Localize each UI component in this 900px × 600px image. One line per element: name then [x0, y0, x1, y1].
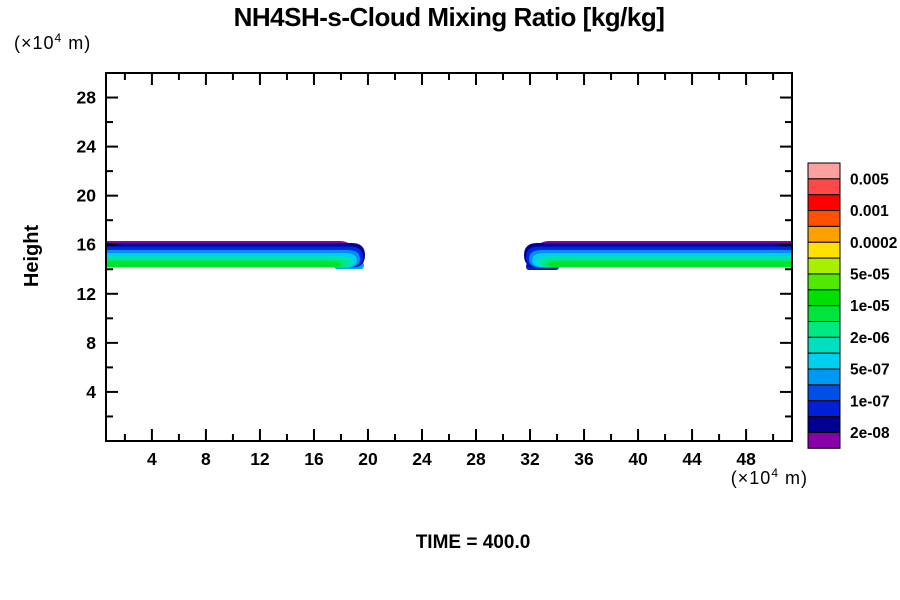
x-tick-label: 40	[628, 449, 648, 469]
x-tick-label: 4	[147, 449, 157, 469]
colorbar-label: 1e-05	[850, 298, 890, 315]
colorbar-swatch	[807, 416, 841, 433]
colorbar-swatch	[807, 352, 841, 370]
contour-layer	[548, 261, 792, 268]
colorbar-swatch	[807, 178, 841, 196]
y-unit-exponent: 4	[54, 31, 63, 45]
colorbar-label: 0.0002	[850, 235, 897, 252]
x-unit-suffix: m)	[779, 468, 808, 488]
colorbar-label: 0.005	[850, 171, 889, 188]
y-tick-label: 28	[77, 88, 97, 108]
x-tick-label: 8	[201, 449, 211, 469]
contour-layer	[106, 261, 341, 268]
colorbar-swatch	[807, 225, 841, 243]
colorbar-label: 2e-06	[850, 330, 890, 347]
y-tick-label: 16	[77, 235, 97, 255]
x-tick-label: 28	[466, 449, 486, 469]
y-axis-unit-label: (×104 m)	[14, 31, 91, 54]
x-tick-label: 12	[250, 449, 270, 469]
x-tick-label: 48	[736, 449, 756, 469]
colorbar-swatch	[807, 194, 841, 212]
colorbar-swatch	[807, 431, 841, 449]
colorbar-label: 1e-07	[850, 393, 890, 410]
x-tick-label: 16	[304, 449, 324, 469]
colorbar-swatch	[807, 241, 841, 259]
y-tick-label: 8	[86, 333, 96, 353]
x-unit-prefix: (×10	[730, 468, 772, 488]
y-tick-labels: 4 8 12 16 20 24 28	[77, 88, 97, 402]
axis-ticks	[106, 73, 792, 441]
colorbar-swatch	[807, 273, 841, 291]
chart-title: NH4SH-s-Cloud Mixing Ratio [kg/kg]	[233, 2, 665, 32]
right-cloud-band	[524, 241, 792, 270]
x-axis-unit-label: (×104 m)	[690, 466, 808, 489]
x-tick-label: 24	[412, 449, 432, 469]
y-unit-suffix: m)	[62, 33, 92, 53]
colorbar-swatch	[807, 305, 841, 322]
colorbar-swatch	[807, 368, 841, 386]
x-tick-label: 20	[358, 449, 378, 469]
x-tick-labels: 4 8 12 16 20 24 28 32 36 40 44 48	[147, 449, 756, 469]
x-tick-label: 36	[574, 449, 594, 469]
colorbar-swatch	[807, 321, 841, 338]
time-annotation: TIME = 400.0	[415, 532, 531, 553]
left-cloud-band	[106, 241, 365, 269]
colorbar-label: 0.001	[850, 203, 889, 220]
colorbar-swatch	[807, 400, 841, 418]
y-tick-label: 12	[77, 284, 97, 304]
colorbar-swatch	[807, 257, 841, 275]
x-unit-exponent: 4	[771, 466, 779, 480]
colorbar-swatch	[807, 384, 841, 402]
y-tick-label: 20	[77, 186, 97, 206]
colorbar-swatch	[807, 210, 841, 227]
colorbar-swatch	[807, 336, 841, 354]
colorbar: 0.005 0.001 0.0002 5e-05 1e-05 2e-06 5e-07 1e-0…	[807, 162, 897, 449]
colorbar-label: 2e-08	[850, 425, 890, 442]
colorbar-label: 5e-05	[850, 266, 890, 283]
y-unit-prefix: (×10	[14, 33, 55, 53]
colorbar-swatch	[807, 289, 841, 307]
x-tick-label: 44	[682, 449, 702, 469]
colorbar-swatch	[807, 162, 841, 180]
colorbar-label: 5e-07	[850, 362, 890, 379]
x-tick-label: 32	[520, 449, 540, 469]
y-tick-label: 4	[86, 382, 96, 402]
y-tick-label: 24	[77, 137, 97, 157]
